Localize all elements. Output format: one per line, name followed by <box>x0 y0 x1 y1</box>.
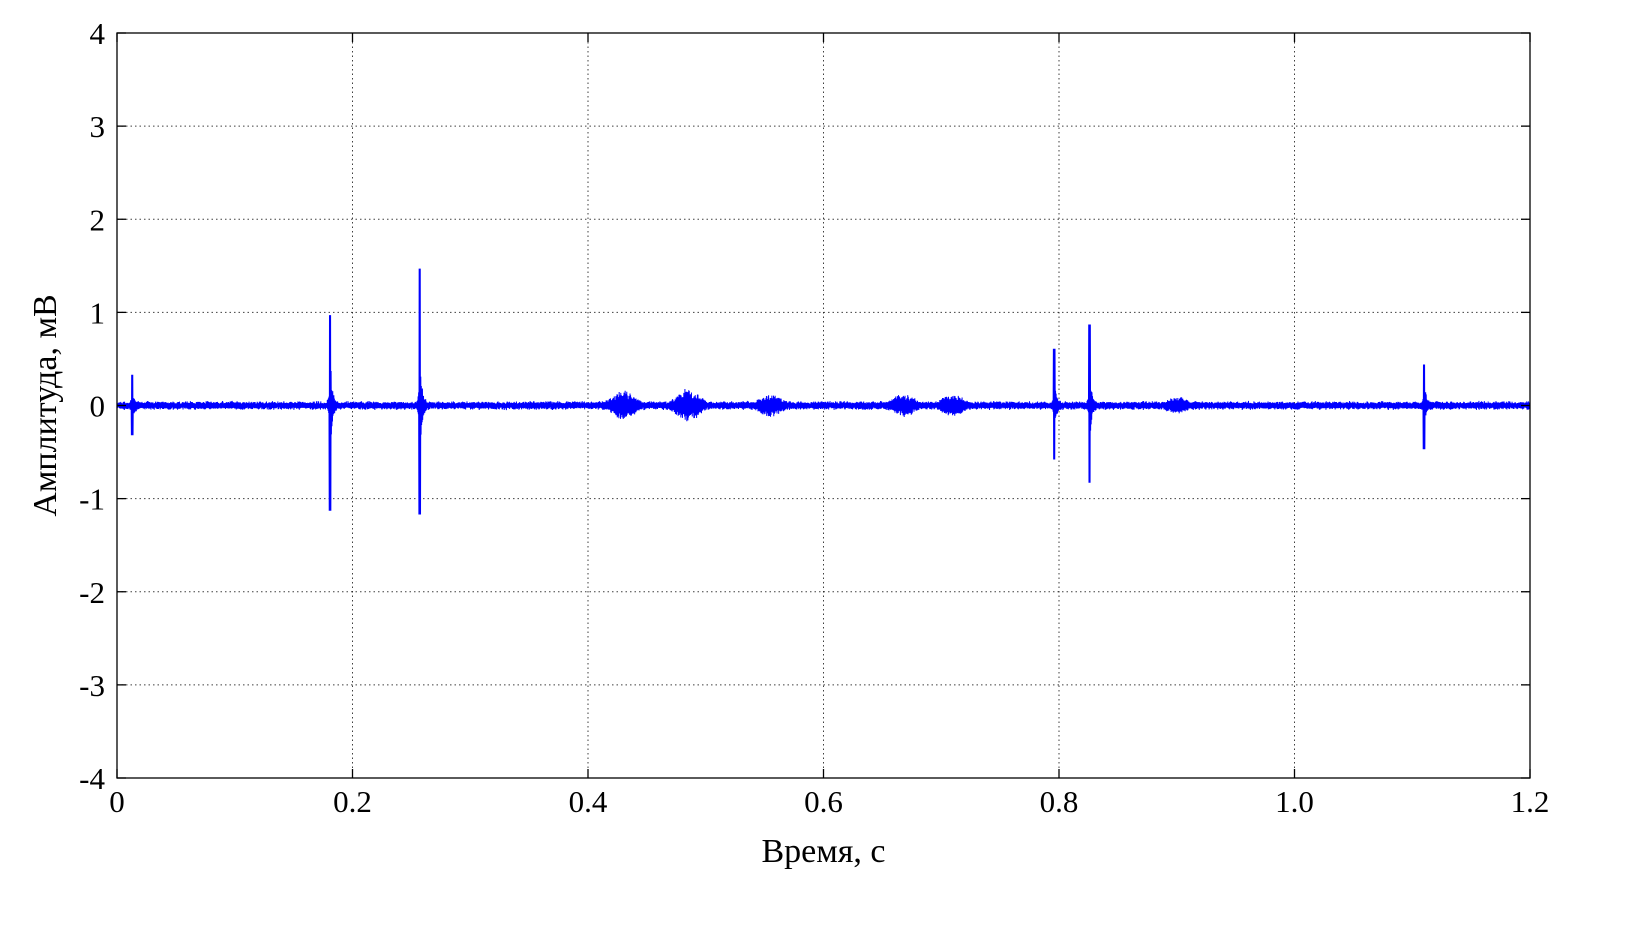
signal-line <box>116 268 1531 515</box>
plot-area <box>116 268 1531 515</box>
y-tick-label: -2 <box>79 575 105 610</box>
y-tick-labels: 4 3 2 1 0 -1 -2 -3 -4 <box>79 16 105 796</box>
x-tick-label: 0.4 <box>569 784 608 819</box>
y-tick-label: -4 <box>79 761 105 796</box>
y-tick-label: 1 <box>90 295 106 330</box>
x-tick-labels: 0 0.2 0.4 0.6 0.8 1.0 1.2 <box>109 784 1549 819</box>
axis-ticks <box>116 32 1531 779</box>
y-tick-label: 0 <box>90 389 106 424</box>
x-tick-label: 0.6 <box>804 784 843 819</box>
x-tick-label: 0 <box>109 784 125 819</box>
x-tick-label: 1.0 <box>1275 784 1314 819</box>
y-axis-label: Амплитуда, мВ <box>27 294 64 516</box>
y-tick-label: 3 <box>90 109 106 144</box>
x-tick-label: 0.2 <box>333 784 372 819</box>
y-tick-label: 2 <box>90 202 106 237</box>
y-tick-label: 4 <box>90 16 106 51</box>
x-tick-label: 0.8 <box>1040 784 1079 819</box>
y-tick-label: -1 <box>79 482 105 517</box>
x-tick-label: 1.2 <box>1511 784 1550 819</box>
y-tick-label: -3 <box>79 668 105 703</box>
x-axis-label: Время, с <box>761 833 885 870</box>
